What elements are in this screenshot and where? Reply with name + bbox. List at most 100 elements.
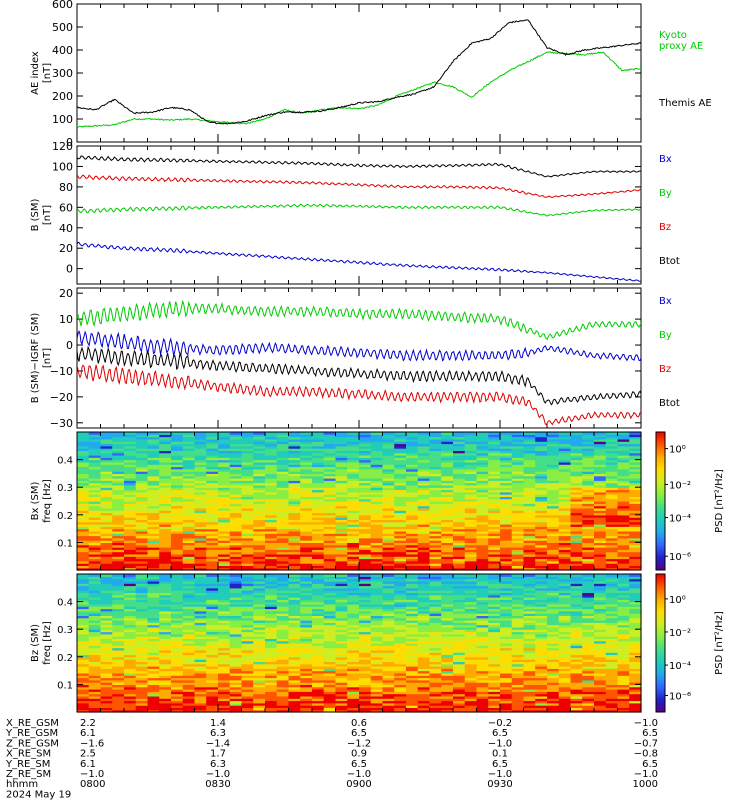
spectrogram-cell xyxy=(194,491,207,495)
spectrogram-cell xyxy=(241,526,254,530)
spectrogram-cell xyxy=(476,459,489,463)
spectrogram-cell xyxy=(77,620,90,623)
spectrogram-cell xyxy=(88,530,102,534)
spectrogram-cell xyxy=(147,537,160,541)
spectrogram-cell xyxy=(159,707,172,711)
spectrogram-cell xyxy=(88,705,102,708)
spectrogram-cell xyxy=(382,689,395,692)
spectrogram-cell xyxy=(159,507,172,511)
spectrogram-cell xyxy=(159,672,172,676)
spectrogram-cell xyxy=(523,471,536,474)
spectrogram-cell xyxy=(229,441,243,445)
spectrogram-cell xyxy=(147,645,160,649)
spectrogram-cell xyxy=(312,471,325,474)
spectrogram-cell xyxy=(417,636,431,639)
spectrogram-cell xyxy=(229,540,243,543)
spectrogram-cell xyxy=(464,556,478,560)
spectrogram-cell xyxy=(488,498,501,502)
spectrogram-cell xyxy=(88,524,102,527)
spectrogram-cell xyxy=(194,659,207,662)
spectrogram-cell xyxy=(441,547,454,550)
spectrogram-cell xyxy=(112,471,125,474)
spectrogram-cell xyxy=(159,478,172,481)
spectrogram-cell xyxy=(582,498,595,502)
spectrogram-cell xyxy=(135,656,149,660)
spectrogram-cell xyxy=(100,601,113,605)
spectrogram-cell xyxy=(417,494,431,497)
spectrogram-cell xyxy=(594,526,607,530)
spectrogram-cell xyxy=(453,530,466,534)
spectrogram-cell xyxy=(112,537,125,541)
spectrogram-cell xyxy=(265,466,278,470)
spectrogram-cell xyxy=(417,441,431,445)
spectrogram-cell xyxy=(218,707,231,711)
spectrogram-cell xyxy=(77,672,90,676)
spectrogram-cell xyxy=(300,528,313,532)
spectrogram-cell xyxy=(100,553,113,557)
spectrogram-cell xyxy=(617,452,630,456)
spectrogram-cell xyxy=(441,461,454,465)
spectrogram-cell xyxy=(112,445,125,449)
spectrogram-cell xyxy=(265,695,278,699)
spectrogram-cell xyxy=(194,576,207,580)
spectrogram-cell xyxy=(112,629,125,633)
spectrogram-cell xyxy=(77,524,90,527)
spectrogram-cell xyxy=(476,533,489,537)
spectrogram-cell xyxy=(359,647,372,651)
spectrogram-cell xyxy=(218,654,231,658)
spectrogram-cell xyxy=(100,585,113,589)
spectrogram-cell xyxy=(605,533,619,537)
spectrogram-cell xyxy=(171,480,184,484)
spectrogram-cell xyxy=(382,666,395,669)
spectrogram-cell xyxy=(288,459,301,463)
spectrogram-cell xyxy=(406,547,419,550)
spectrogram-cell xyxy=(323,709,337,713)
spectrogram-cell xyxy=(617,510,630,514)
spectrogram-cell xyxy=(300,443,313,447)
spectrogram-cell xyxy=(206,578,219,582)
spectrogram-cell xyxy=(159,501,172,504)
spectrogram-cell xyxy=(523,549,536,553)
spectrogram-cell xyxy=(194,684,207,688)
spectrogram-cell xyxy=(112,606,125,610)
spectrogram-cell xyxy=(523,455,536,458)
spectrogram-cell xyxy=(406,698,419,702)
spectrogram-cell xyxy=(441,556,454,560)
spectrogram-cell xyxy=(406,578,419,582)
spectrogram-cell xyxy=(629,473,642,477)
spectrogram-cell xyxy=(253,633,266,637)
spectrogram-cell xyxy=(194,473,207,477)
spectrogram-cell xyxy=(77,503,90,507)
spectrogram-cell xyxy=(241,615,254,619)
spectrogram-cell xyxy=(124,503,137,507)
spectrogram-cell xyxy=(229,698,243,702)
spectrogram-cell xyxy=(135,567,149,571)
spectrogram-cell xyxy=(394,620,407,623)
spectrogram-cell xyxy=(417,436,431,440)
spectrogram-cell xyxy=(77,533,90,537)
spectrogram-cell xyxy=(312,484,325,488)
spectrogram-cell xyxy=(288,565,301,569)
spectrogram-cell xyxy=(488,482,501,486)
spectrogram-cell xyxy=(570,475,583,479)
spectrogram-cell xyxy=(441,450,454,454)
spectrogram-cell xyxy=(229,482,243,486)
spectrogram-cell xyxy=(88,452,102,456)
spectrogram-cell xyxy=(241,689,254,692)
spectrogram-cell xyxy=(300,505,313,509)
spectrogram-cell xyxy=(359,682,372,685)
spectrogram-cell xyxy=(100,443,113,447)
spectrogram-cell xyxy=(476,443,489,447)
spectrogram-cell xyxy=(100,633,113,637)
spectrogram-cell xyxy=(476,494,489,497)
spectrogram-cell xyxy=(323,436,337,440)
spectrogram-cell xyxy=(347,606,360,610)
spectrogram-cell xyxy=(159,594,172,598)
spectrogram-cell xyxy=(370,666,384,669)
spectrogram-cell xyxy=(406,693,419,697)
spectrogram-cell xyxy=(582,438,595,442)
spectrogram-cell xyxy=(406,510,419,514)
spectrogram-cell xyxy=(265,585,278,589)
spectrogram-cell xyxy=(241,709,254,713)
spectrogram-cell xyxy=(359,484,372,488)
